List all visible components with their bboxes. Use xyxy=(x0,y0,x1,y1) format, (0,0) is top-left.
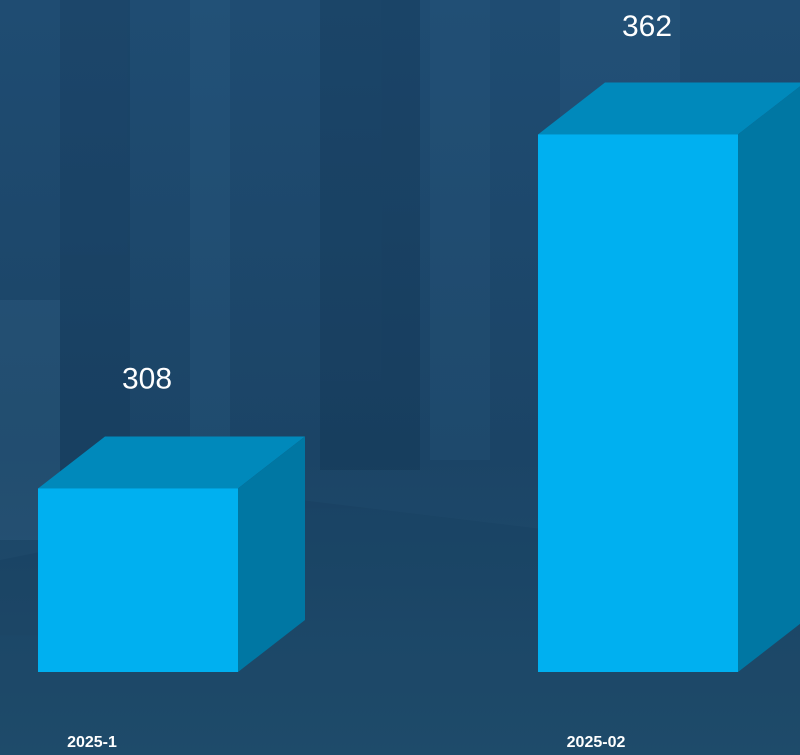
chart: 308 2025-1 362 2025-02 xyxy=(0,0,800,755)
value-label: 362 xyxy=(622,10,672,43)
bar xyxy=(538,134,738,672)
bar-side xyxy=(738,82,800,672)
x-tick-label: 2025-02 xyxy=(567,734,626,751)
x-tick-label: 2025-1 xyxy=(67,734,117,751)
value-label: 308 xyxy=(122,362,172,395)
bar xyxy=(38,488,238,672)
page: {"chart_data": {"type": "bar3d", "catego… xyxy=(0,0,800,755)
